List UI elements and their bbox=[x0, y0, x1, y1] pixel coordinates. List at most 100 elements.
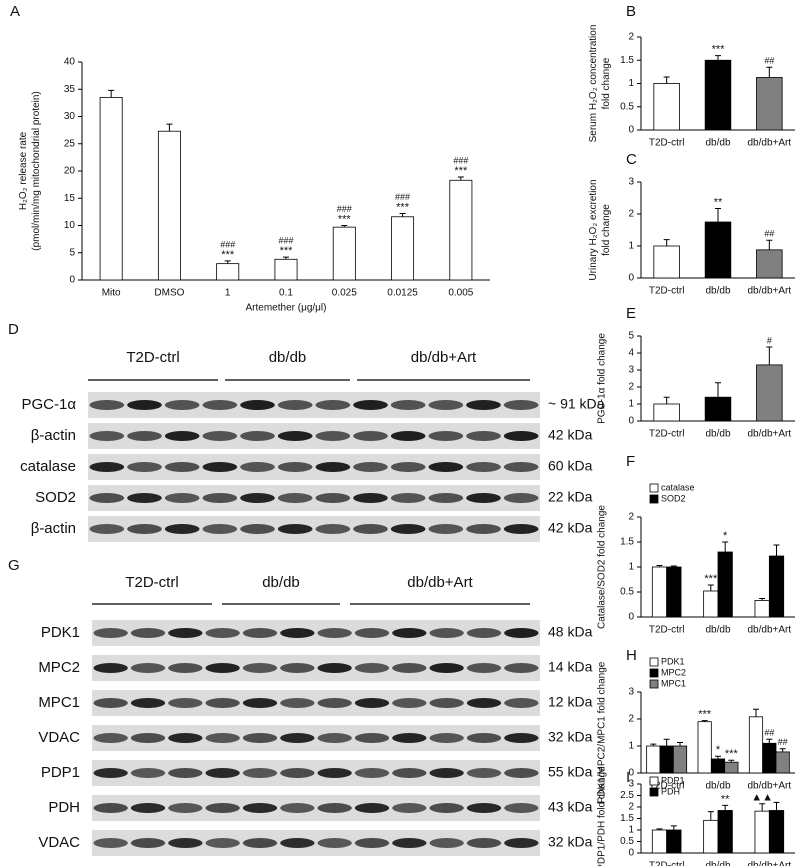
blot-band bbox=[390, 524, 426, 534]
blot-band bbox=[280, 803, 315, 813]
y-tick-label: 0 bbox=[628, 125, 634, 136]
blot-band bbox=[202, 493, 238, 503]
bar bbox=[653, 403, 680, 422]
y-tick-label: 2 bbox=[628, 714, 634, 725]
blot-band bbox=[277, 400, 313, 410]
blot-band bbox=[354, 803, 390, 813]
x-tick-label: 0.1 bbox=[279, 288, 293, 299]
blot-band bbox=[315, 524, 351, 534]
y-tick-label: 25 bbox=[64, 138, 76, 149]
x-tick-label: db/db+Art bbox=[748, 625, 792, 636]
blot-band bbox=[503, 493, 539, 503]
bar bbox=[697, 721, 712, 774]
y-tick-label: 0 bbox=[628, 416, 634, 427]
row-label: MPC2 bbox=[38, 659, 80, 676]
blot-band bbox=[504, 838, 539, 848]
blot-band bbox=[280, 663, 315, 673]
legend-swatch bbox=[649, 657, 659, 667]
blot-band bbox=[168, 803, 203, 813]
blot-strip bbox=[92, 760, 540, 786]
blot-strip bbox=[92, 725, 540, 751]
error-bar bbox=[399, 213, 406, 217]
y-axis-label: PDK1/MPC2/MPC1 fold change bbox=[597, 661, 608, 803]
error-bar bbox=[715, 755, 721, 759]
y-tick-label: 2 bbox=[628, 209, 634, 220]
blot-band bbox=[130, 838, 166, 848]
blot-band bbox=[89, 431, 125, 441]
blot-band bbox=[315, 462, 351, 472]
x-axis-label: Artemether (μg/μl) bbox=[246, 303, 327, 314]
y-axis-label: fold change bbox=[601, 204, 612, 256]
x-tick-label: T2D-ctrl bbox=[649, 286, 685, 297]
blot-band bbox=[392, 663, 427, 673]
blot-band bbox=[429, 838, 464, 848]
blot-strip bbox=[88, 423, 540, 449]
bar bbox=[717, 810, 733, 854]
blot-band bbox=[93, 768, 128, 778]
x-tick-label: db/db+Art bbox=[748, 861, 792, 866]
blot-band bbox=[164, 524, 200, 534]
blot-band bbox=[466, 524, 501, 534]
x-tick-label: Mito bbox=[102, 288, 121, 299]
size-label: 12 kDa bbox=[548, 694, 593, 710]
blot-band bbox=[429, 628, 464, 638]
blot-band bbox=[89, 524, 125, 534]
blot-band bbox=[205, 803, 240, 813]
y-tick-label: 3 bbox=[628, 365, 634, 376]
row-label: PGC-1α bbox=[21, 396, 76, 413]
row-label: β-actin bbox=[31, 427, 76, 444]
error-bar bbox=[766, 738, 773, 744]
bar bbox=[775, 751, 790, 774]
y-tick-label: 2.5 bbox=[620, 790, 634, 801]
error-bar bbox=[670, 565, 677, 567]
error-bar bbox=[722, 541, 729, 552]
significance: *** bbox=[338, 213, 352, 225]
x-tick-label: db/db bbox=[705, 429, 730, 440]
blot-band bbox=[240, 462, 275, 472]
x-tick-label: db/db+Art bbox=[748, 138, 792, 149]
legend-swatch bbox=[649, 483, 659, 493]
bar bbox=[724, 761, 739, 774]
blot-band bbox=[127, 431, 162, 441]
blot-band bbox=[205, 733, 240, 743]
blot-band bbox=[168, 698, 203, 708]
y-tick-label: 3 bbox=[628, 779, 634, 790]
blot-band bbox=[93, 733, 128, 743]
blot-band bbox=[392, 768, 427, 778]
blot-band bbox=[127, 400, 162, 410]
blot-band bbox=[168, 838, 203, 848]
blot-band bbox=[130, 803, 166, 813]
blot-band bbox=[466, 733, 502, 743]
y-tick-label: 0 bbox=[628, 273, 634, 284]
error-bar bbox=[663, 738, 670, 746]
bar bbox=[703, 819, 719, 854]
significance: ## bbox=[764, 728, 774, 738]
significance: *** bbox=[698, 709, 712, 721]
blot-band bbox=[504, 768, 539, 778]
error-bar bbox=[656, 828, 663, 830]
y-tick-label: 0 bbox=[628, 768, 634, 779]
error-bar bbox=[650, 743, 657, 746]
error-bar bbox=[457, 176, 464, 181]
blot-band bbox=[353, 400, 388, 410]
x-tick-label: db/db bbox=[705, 781, 730, 792]
blot-band bbox=[504, 628, 539, 638]
error-bar bbox=[759, 598, 766, 601]
size-label: 42 kDa bbox=[548, 427, 593, 443]
blot-band bbox=[89, 493, 125, 503]
legend-swatch bbox=[649, 494, 659, 504]
blot-band bbox=[429, 663, 464, 673]
blot-band bbox=[205, 768, 240, 778]
x-tick-label: T2D-ctrl bbox=[649, 781, 685, 792]
y-tick-label: 5 bbox=[628, 331, 634, 342]
group-label: T2D-ctrl bbox=[126, 349, 179, 366]
bar bbox=[274, 258, 298, 281]
row-label: PDH bbox=[48, 799, 80, 816]
blot-band bbox=[280, 768, 315, 778]
blot-band bbox=[242, 698, 278, 708]
bar bbox=[768, 555, 785, 618]
legend-label: MPC1 bbox=[661, 678, 686, 688]
y-axis-label: PGC-1α fold change bbox=[597, 333, 608, 424]
error-bar bbox=[108, 89, 115, 98]
